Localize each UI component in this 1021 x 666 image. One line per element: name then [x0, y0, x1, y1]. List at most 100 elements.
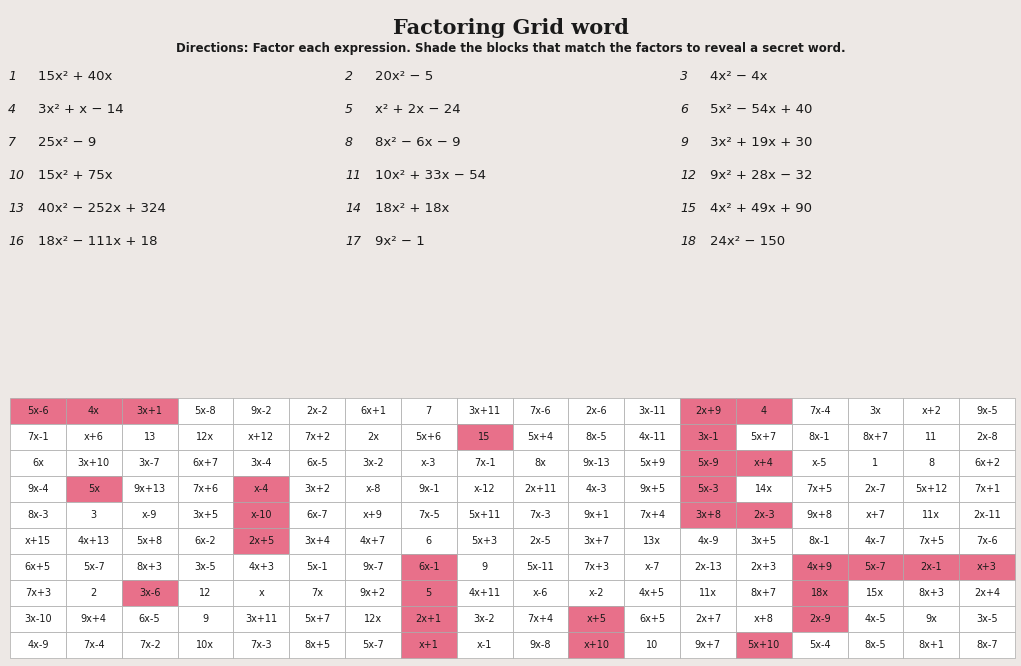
Text: 4x+5: 4x+5 — [639, 588, 665, 598]
Text: 7x+5: 7x+5 — [918, 536, 944, 546]
Text: 4x-7: 4x-7 — [865, 536, 886, 546]
Text: 9x-5: 9x-5 — [976, 406, 998, 416]
Text: 3x-10: 3x-10 — [25, 614, 52, 624]
Text: x+9: x+9 — [363, 510, 383, 520]
Text: 3x-5: 3x-5 — [195, 562, 216, 572]
Text: x-10: x-10 — [250, 510, 272, 520]
Text: 2x-3: 2x-3 — [752, 510, 775, 520]
Bar — [401, 606, 456, 632]
Bar — [401, 398, 456, 424]
Bar — [569, 580, 624, 606]
Bar — [847, 528, 904, 554]
Bar — [847, 398, 904, 424]
Bar — [65, 528, 121, 554]
Bar — [65, 632, 121, 658]
Bar — [680, 502, 736, 528]
Bar — [234, 502, 289, 528]
Bar — [569, 398, 624, 424]
Bar — [10, 528, 65, 554]
Bar — [456, 580, 513, 606]
Text: 3x² + 19x + 30: 3x² + 19x + 30 — [710, 136, 813, 149]
Text: 7x+2: 7x+2 — [304, 432, 330, 442]
Text: x-3: x-3 — [421, 458, 436, 468]
Text: 7x+4: 7x+4 — [528, 614, 553, 624]
Text: 12x: 12x — [196, 432, 214, 442]
Bar — [289, 398, 345, 424]
Bar — [847, 450, 904, 476]
Text: 7x-1: 7x-1 — [474, 458, 495, 468]
Text: x+10: x+10 — [583, 640, 610, 650]
Bar — [401, 528, 456, 554]
Text: x+2: x+2 — [921, 406, 941, 416]
Bar — [736, 528, 791, 554]
Text: 5x+7: 5x+7 — [304, 614, 330, 624]
Bar — [234, 398, 289, 424]
Text: 9x+7: 9x+7 — [695, 640, 721, 650]
Text: 7x-5: 7x-5 — [418, 510, 440, 520]
Bar — [959, 554, 1015, 580]
Bar — [289, 450, 345, 476]
Text: 6x-7: 6x-7 — [306, 510, 328, 520]
Text: x-7: x-7 — [644, 562, 660, 572]
Text: x-1: x-1 — [477, 640, 492, 650]
Text: 18x² − 111x + 18: 18x² − 111x + 18 — [38, 235, 157, 248]
Text: 3x+11: 3x+11 — [469, 406, 500, 416]
Text: 9x+8: 9x+8 — [807, 510, 832, 520]
Text: 9x-13: 9x-13 — [582, 458, 611, 468]
Bar — [904, 502, 959, 528]
Bar — [65, 606, 121, 632]
Text: 4x+9: 4x+9 — [807, 562, 832, 572]
Bar — [401, 450, 456, 476]
Text: 5x+9: 5x+9 — [639, 458, 665, 468]
Text: 3x-6: 3x-6 — [139, 588, 160, 598]
Text: 6x-5: 6x-5 — [139, 614, 160, 624]
Bar — [178, 528, 234, 554]
Text: 9x+1: 9x+1 — [583, 510, 610, 520]
Text: 15: 15 — [680, 202, 696, 215]
Text: 2x-5: 2x-5 — [530, 536, 551, 546]
Text: x-2: x-2 — [588, 588, 604, 598]
Text: 7x-4: 7x-4 — [83, 640, 104, 650]
Bar — [178, 398, 234, 424]
Bar — [289, 528, 345, 554]
Bar — [569, 502, 624, 528]
Text: 4x: 4x — [88, 406, 100, 416]
Bar — [959, 632, 1015, 658]
Bar — [959, 606, 1015, 632]
Bar — [345, 580, 401, 606]
Text: 8x: 8x — [534, 458, 546, 468]
Bar — [121, 580, 178, 606]
Bar — [569, 528, 624, 554]
Text: 3x+10: 3x+10 — [78, 458, 110, 468]
Text: 3x-2: 3x-2 — [362, 458, 384, 468]
Text: 12: 12 — [680, 169, 696, 182]
Bar — [121, 424, 178, 450]
Text: 7x-3: 7x-3 — [530, 510, 551, 520]
Text: 8x-7: 8x-7 — [976, 640, 998, 650]
Bar — [624, 424, 680, 450]
Text: 5x+8: 5x+8 — [137, 536, 162, 546]
Text: 3x-2: 3x-2 — [474, 614, 495, 624]
Bar — [401, 580, 456, 606]
Text: 12x: 12x — [363, 614, 382, 624]
Text: 6x-5: 6x-5 — [306, 458, 328, 468]
Bar — [65, 502, 121, 528]
Bar — [959, 450, 1015, 476]
Text: 2x: 2x — [367, 432, 379, 442]
Bar — [345, 398, 401, 424]
Bar — [680, 632, 736, 658]
Bar — [401, 554, 456, 580]
Text: 4x+13: 4x+13 — [78, 536, 110, 546]
Text: 5x-3: 5x-3 — [697, 484, 719, 494]
Bar — [736, 632, 791, 658]
Bar — [121, 398, 178, 424]
Bar — [904, 450, 959, 476]
Text: 3x: 3x — [870, 406, 881, 416]
Text: x+3: x+3 — [977, 562, 998, 572]
Bar — [10, 502, 65, 528]
Text: 8x-3: 8x-3 — [28, 510, 49, 520]
Text: 2x+1: 2x+1 — [416, 614, 442, 624]
Text: 15: 15 — [479, 432, 491, 442]
Text: 9x-2: 9x-2 — [250, 406, 272, 416]
Text: x+4: x+4 — [753, 458, 774, 468]
